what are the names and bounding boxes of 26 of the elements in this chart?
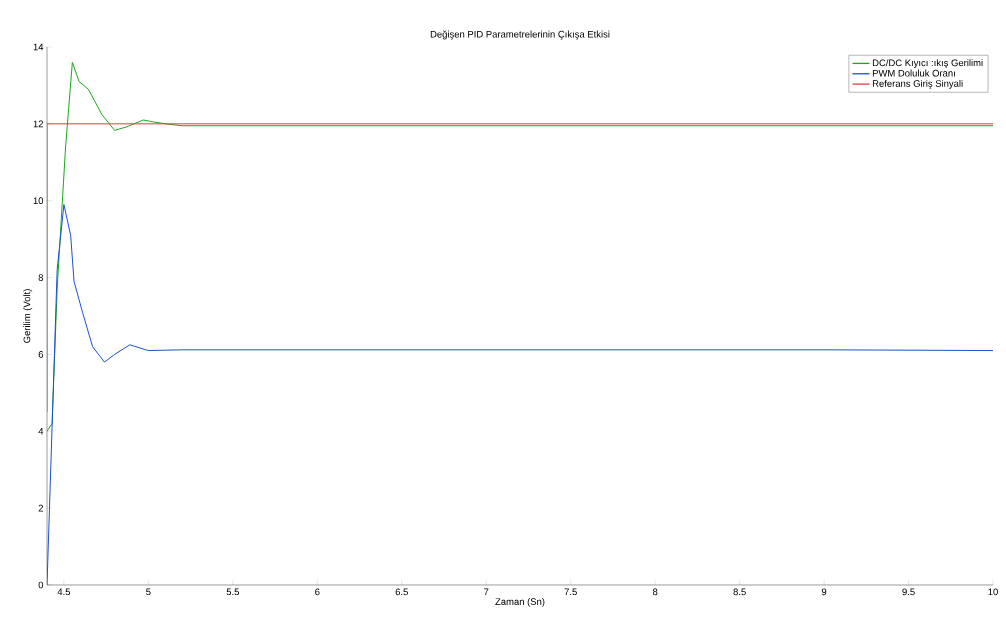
y-tick-label: 2 (38, 504, 44, 512)
y-tick-label: 14 (33, 43, 44, 51)
x-tick-label: 10 (988, 588, 998, 596)
x-tick-label: 8.5 (733, 588, 746, 596)
x-tick-label: 8 (652, 588, 658, 596)
y-tick-label: 4 (38, 428, 44, 435)
x-tick-label: 6.5 (395, 588, 408, 596)
legend-label: Referans Giriş Sinyali (872, 79, 963, 89)
x-tick-label: 5 (146, 588, 151, 596)
x-tick-label: 9 (821, 588, 827, 596)
y-tick-label: 12 (33, 120, 44, 128)
legend-label: DC/DC Kıyıcı :ıkış Gerilimi (872, 59, 983, 69)
y-tick-label: 10 (33, 197, 44, 205)
x-tick-label: 4.5 (57, 588, 71, 596)
x-axis-title: Zaman (Sn) (495, 598, 545, 607)
y-tick-label: 8 (38, 274, 44, 281)
x-tick-label: 5.5 (226, 588, 240, 596)
x-tick-label: 9.5 (902, 588, 915, 596)
y-axis-title: Gerilim (Volt) (23, 289, 33, 343)
chart-title: Değişen PID Parametrelerinin Çıkışa Etkisi (430, 30, 610, 40)
legend-label: PWM Doluluk Oranı (872, 69, 955, 77)
x-tick-label: 7.5 (564, 588, 577, 596)
y-tick-label: 6 (38, 351, 44, 358)
x-tick-label: 6 (315, 588, 320, 596)
y-tick-label: 0 (38, 581, 44, 589)
x-tick-label: 7 (484, 588, 489, 596)
